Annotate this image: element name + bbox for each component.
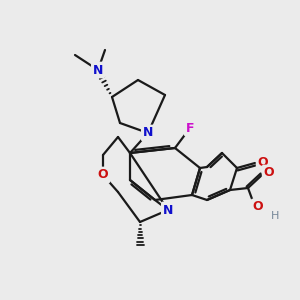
Text: N: N: [163, 203, 173, 217]
Text: O: O: [258, 157, 268, 169]
Text: H: H: [271, 211, 279, 221]
Text: N: N: [143, 127, 153, 140]
Text: F: F: [186, 122, 194, 134]
Text: O: O: [98, 169, 108, 182]
Text: O: O: [253, 200, 263, 214]
Text: N: N: [93, 64, 103, 76]
Text: O: O: [264, 167, 274, 179]
